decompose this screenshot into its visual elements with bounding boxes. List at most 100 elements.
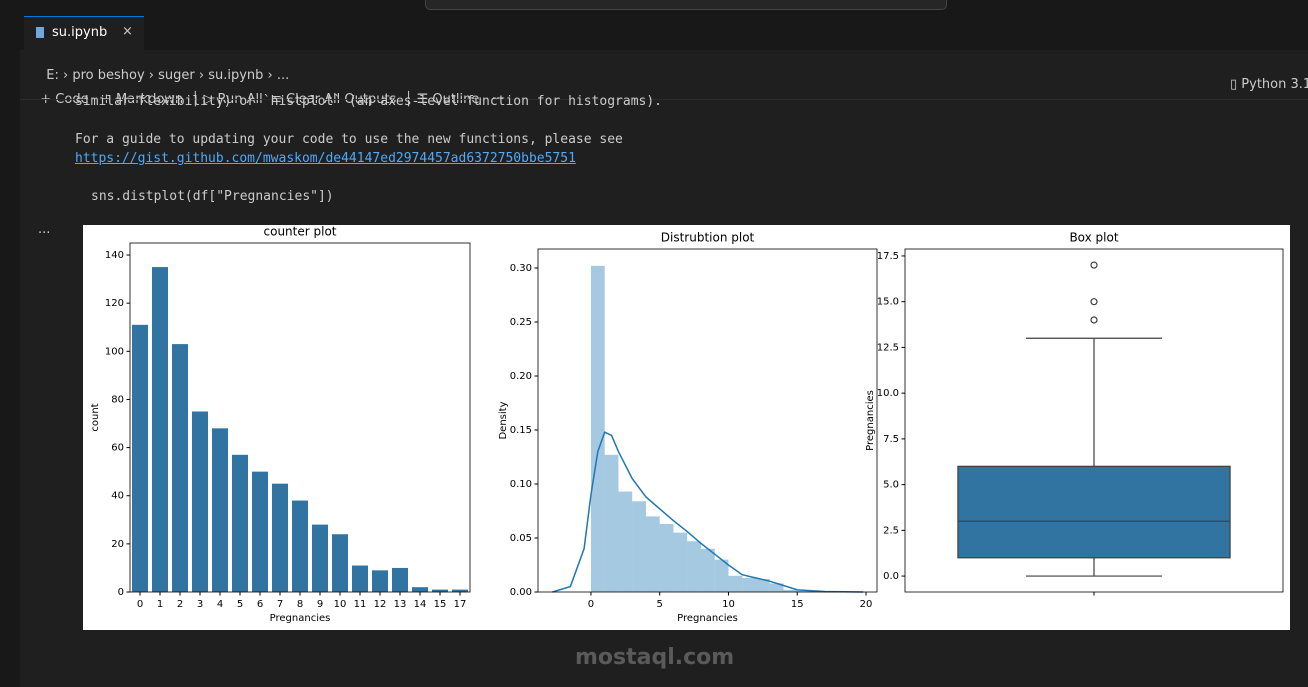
bar <box>412 587 428 592</box>
hist-bar <box>673 532 688 592</box>
x-tick-label: 11 <box>354 599 367 610</box>
chart-title: Box plot <box>1069 231 1118 245</box>
y-tick-label: 0.00 <box>510 587 532 598</box>
hist-bar <box>604 454 619 592</box>
bar <box>452 589 468 592</box>
x-tick-label: 1 <box>157 599 163 610</box>
kernel-label: Python 3.1 <box>1241 77 1308 92</box>
hist-bar <box>687 541 701 592</box>
x-tick-label: 0 <box>137 599 143 610</box>
x-tick-label: 9 <box>317 599 323 610</box>
bar <box>392 567 408 592</box>
y-tick-label: 0.10 <box>510 479 532 490</box>
y-tick-label: 0.20 <box>510 371 532 382</box>
x-axis-label: Pregnancies <box>677 613 738 624</box>
axes-frame <box>904 248 1284 593</box>
outlier <box>1090 298 1098 306</box>
outlier <box>1090 261 1098 269</box>
bar <box>432 589 448 592</box>
y-tick-label: 0.0 <box>883 571 899 582</box>
y-tick-label: 120 <box>105 298 124 309</box>
bar <box>292 500 308 592</box>
y-tick-label: 0.15 <box>510 425 532 436</box>
output-line: For a guide to updating your code to use… <box>75 132 623 147</box>
output-link[interactable]: https://gist.github.com/mwaskom/de44147e… <box>75 151 576 166</box>
hist-bar <box>714 559 729 592</box>
crumb[interactable]: su.ipynb <box>208 68 264 83</box>
hist-bar <box>700 548 715 592</box>
hist-bar <box>728 575 743 592</box>
hist-bar <box>618 491 633 592</box>
toolbar-border <box>20 99 1308 100</box>
y-tick-label: 10.0 <box>877 388 899 399</box>
bar <box>312 524 328 592</box>
tab-bar <box>20 14 1308 50</box>
x-tick-label: 3 <box>197 599 203 610</box>
kernel[interactable]: ▯ Python 3.1 <box>1230 77 1308 92</box>
search-box[interactable] <box>425 0 947 10</box>
axes-frame <box>129 242 471 593</box>
x-tick-label: 6 <box>257 599 263 610</box>
y-tick-label: 2.5 <box>883 525 899 536</box>
x-axis-label: Pregnancies <box>270 613 331 624</box>
tab[interactable]: su.ipynb × <box>24 16 144 51</box>
output-more[interactable]: ... <box>38 222 51 237</box>
hist-bar <box>769 583 784 592</box>
bar <box>212 428 228 592</box>
bar <box>152 267 168 592</box>
box <box>957 465 1231 559</box>
y-tick-label: 12.5 <box>877 342 899 353</box>
crumb[interactable]: pro beshoy <box>72 68 145 83</box>
hist-bar <box>783 589 798 592</box>
bar <box>192 411 208 592</box>
x-tick-label: 20 <box>860 599 873 610</box>
y-axis-label: count <box>90 403 101 431</box>
x-tick-label: 8 <box>297 599 303 610</box>
tab-label: su.ipynb <box>52 25 108 40</box>
hist-bar <box>632 501 646 592</box>
bar <box>372 570 388 592</box>
x-tick-label: 0 <box>588 599 594 610</box>
hist-bar <box>797 590 811 592</box>
hist-bar <box>755 579 770 592</box>
bar <box>172 344 188 592</box>
bar <box>232 454 248 592</box>
y-axis-label: Density <box>498 401 509 439</box>
crumb[interactable]: suger <box>158 68 195 83</box>
y-tick-label: 15.0 <box>877 297 899 308</box>
breadcrumbs: E: › pro beshoy › suger › su.ipynb › ... <box>46 68 290 83</box>
x-tick-label: 15 <box>791 599 804 610</box>
hist-bar <box>645 516 660 592</box>
x-tick-label: 12 <box>374 599 387 610</box>
crumb[interactable]: E: <box>46 68 59 83</box>
x-tick-label: 7 <box>277 599 283 610</box>
chart-title: Distrubtion plot <box>661 231 755 245</box>
x-tick-label: 13 <box>394 599 407 610</box>
bar <box>132 324 148 592</box>
file-icon <box>36 27 44 38</box>
y-tick-label: 5.0 <box>883 480 899 491</box>
tab-close[interactable]: × <box>122 24 133 39</box>
x-tick-label: 10 <box>722 599 735 610</box>
output-line: similar flexibility) or `histplot` (an a… <box>75 94 662 109</box>
y-tick-label: 20 <box>111 539 124 550</box>
x-tick-label: 2 <box>177 599 183 610</box>
crumb[interactable]: ... <box>276 68 290 83</box>
x-tick-label: 5 <box>237 599 243 610</box>
hist-bar <box>590 265 605 592</box>
y-tick-label: 0.25 <box>510 317 532 328</box>
x-tick-label: 4 <box>217 599 223 610</box>
activity-bar <box>0 14 20 687</box>
y-tick-label: 100 <box>105 346 124 357</box>
y-tick-label: 140 <box>105 250 124 261</box>
x-tick-label: 15 <box>434 599 447 610</box>
x-tick-label: 14 <box>414 599 427 610</box>
kde-line <box>552 431 864 593</box>
y-tick-label: 0.05 <box>510 533 532 544</box>
output-code: sns.distplot(df["Pregnancies"]) <box>91 189 334 204</box>
y-axis-label: Pregnancies <box>865 390 876 451</box>
bar <box>252 471 268 592</box>
outlier <box>1090 316 1098 324</box>
